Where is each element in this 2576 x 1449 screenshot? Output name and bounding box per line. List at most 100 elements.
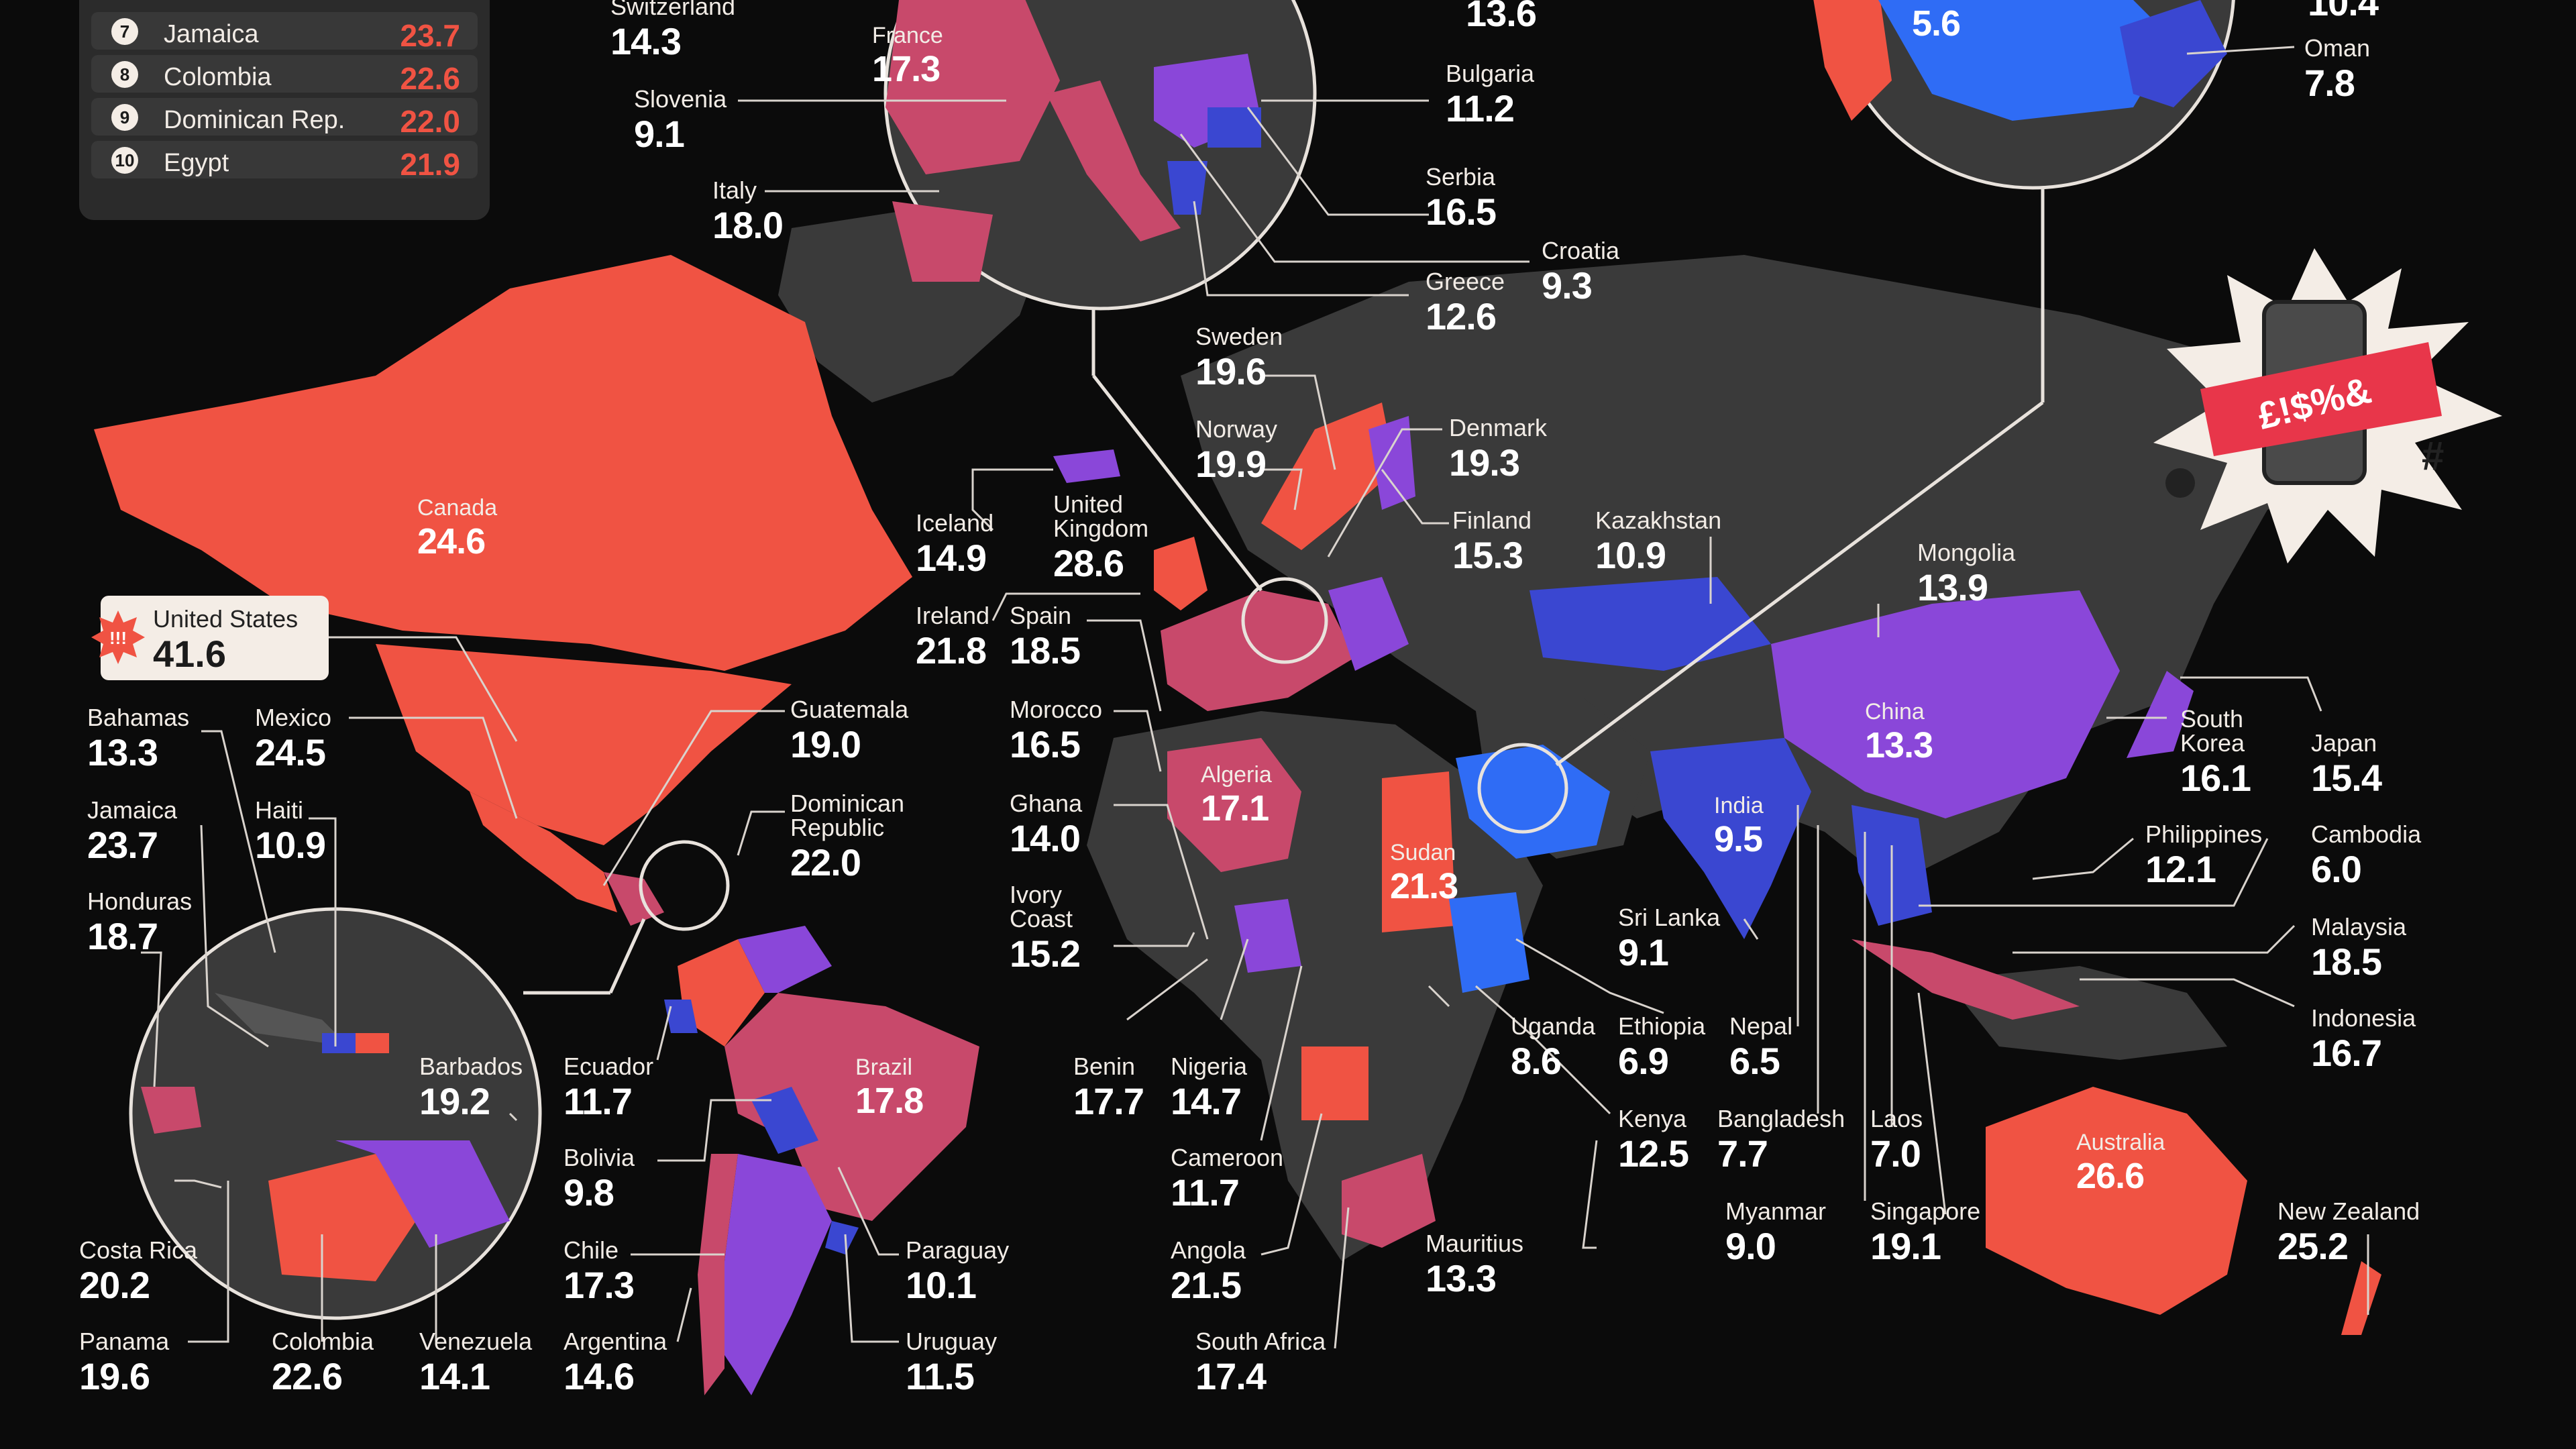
leader-lines [141, 46, 2369, 1349]
rank-value: 22.0 [400, 104, 460, 139]
panama-leader [188, 1181, 229, 1343]
country-label: Kenya 12.5 [1618, 1105, 1689, 1175]
kenya-leader [1475, 985, 1611, 1115]
greenland-iceland-fill [1053, 449, 1120, 483]
sudan-fill [1382, 771, 1456, 932]
country-label: Sudan 21.3 [1390, 840, 1458, 906]
costa-rica-leader [174, 1179, 222, 1189]
skull-icon [2165, 468, 2195, 498]
colombia-fill [678, 939, 765, 1046]
rank-number: 7 [111, 18, 138, 45]
country-label: Philippines 12.1 [2145, 820, 2263, 890]
country-label: China 13.3 [1865, 699, 1933, 765]
country-label: Morocco 16.5 [1010, 696, 1103, 765]
country-label: Sri Lanka 9.1 [1618, 904, 1721, 973]
arabia-zoom-fill [1878, 0, 2174, 121]
dr-zoom-fill [356, 1033, 389, 1053]
country-label: Kazakhstan 10.9 [1595, 506, 1722, 576]
rank-number: 8 [111, 61, 138, 88]
country-label: Indonesia 16.7 [2311, 1004, 2416, 1074]
angola-fill [1301, 1046, 1368, 1120]
country-label: Italy 18.0 [712, 176, 784, 246]
gulf-connector-2 [1555, 400, 2044, 767]
bahamas-leader [201, 730, 276, 953]
bolivia-leader [657, 1099, 771, 1162]
haiti-leader [309, 817, 337, 1046]
oman-zoom-fill [2120, 0, 2227, 107]
country-label: Cameroon 11.7 [1171, 1144, 1284, 1214]
country-fills [94, 255, 2381, 1395]
country-label: Nepal 6.5 [1729, 1012, 1793, 1082]
china-fill [1771, 590, 2120, 818]
haiti-zoom-fill [322, 1033, 356, 1053]
canada-fill [94, 255, 912, 671]
country-label: Serbia 16.5 [1426, 163, 1497, 233]
cameroon-leader [1260, 965, 1303, 1141]
country-label: Sweden 19.6 [1195, 323, 1283, 392]
australia-fill [1986, 1087, 2247, 1315]
partial-value-label: 13.6 [1466, 0, 1537, 34]
country-label: Panama 19.6 [79, 1328, 170, 1397]
new-zealand-fill [2341, 1261, 2381, 1335]
benin-leader [1126, 958, 1208, 1021]
highlight-value: 41.6 [153, 633, 226, 675]
country-label: Venezuela 14.1 [419, 1328, 533, 1397]
rank-number: 10 [111, 147, 138, 174]
serbia-zoom-leader [1246, 107, 1429, 216]
country-label: Mongolia 13.9 [1917, 539, 2016, 608]
mauritius-leader [1582, 1140, 1598, 1249]
honduras-leader [141, 951, 162, 1087]
denmark-leader [1327, 428, 1442, 557]
ecuador-leader [656, 1006, 672, 1061]
caribbean-marker-circle [639, 840, 730, 931]
malaysia-leader [2012, 924, 2296, 954]
country-label: Spain 18.5 [1010, 602, 1081, 672]
india-fill [1650, 738, 1811, 939]
japan-fill [2127, 671, 2194, 758]
rank-value: 22.6 [400, 61, 460, 96]
nigeria-leader [1220, 938, 1249, 1020]
alert-burst-icon: !!! [91, 610, 145, 664]
country-label: Switzerland 14.3 [610, 0, 736, 62]
venezuela-zoom-fill [335, 1140, 510, 1248]
sweden-leader [1261, 374, 1336, 470]
chile-fill [698, 1154, 738, 1395]
country-label: Nigeria 14.7 [1171, 1053, 1248, 1122]
bolivia-fill [751, 1087, 818, 1154]
country-label: Benin 17.7 [1073, 1053, 1144, 1122]
mexico-fill [470, 792, 617, 912]
country-label: Chile 17.3 [564, 1236, 635, 1306]
country-label: Singapore 19.1 [1870, 1197, 1981, 1267]
croatia-zoom-leader [1179, 133, 1529, 263]
cuba-zoom-fill [215, 993, 349, 1046]
highlight-callout: !!! United States 41.6 [91, 596, 329, 680]
rank-country: Dominican Rep. [164, 106, 345, 134]
country-label: Mexico 24.5 [255, 704, 332, 773]
svg-text:!!!: !!! [109, 628, 127, 648]
caribbean-zoom-content [141, 993, 510, 1281]
angola-leader [1260, 1113, 1323, 1256]
country-label: Ivory Coast 15.2 [1010, 881, 1081, 975]
highlight-country: United States [153, 605, 299, 633]
country-label: Costa Rica 20.2 [79, 1236, 198, 1306]
country-label: Malaysia 18.5 [2311, 913, 2407, 983]
rank-number: 9 [111, 104, 138, 131]
gulf-zoom-content [1813, 0, 2227, 121]
indonesia-leader [2080, 978, 2295, 1008]
cambodia-leader [1919, 838, 2269, 907]
bulgaria-zoom-fill [1208, 107, 1261, 148]
south-africa-fill [1342, 1154, 1436, 1248]
singapore-leader [1917, 992, 1947, 1215]
sticker-graphic: £!$%& # [2153, 248, 2502, 564]
country-label: Australia 26.6 [2076, 1130, 2165, 1196]
country-label: Greece 12.6 [1426, 268, 1505, 337]
country-label: Myanmar 9.0 [1725, 1197, 1827, 1267]
ranking-row: 8 Colombia 22.6 [91, 55, 478, 96]
country-label: Haiti 10.9 [255, 796, 326, 866]
brazil-fill [724, 993, 979, 1221]
country-label: Japan 15.4 [2311, 729, 2382, 799]
country-label: Uruguay 11.5 [906, 1328, 998, 1397]
greece-zoom-fill [1167, 161, 1208, 215]
country-label: France 17.3 [872, 23, 943, 89]
nigeria-fill [1234, 899, 1301, 973]
